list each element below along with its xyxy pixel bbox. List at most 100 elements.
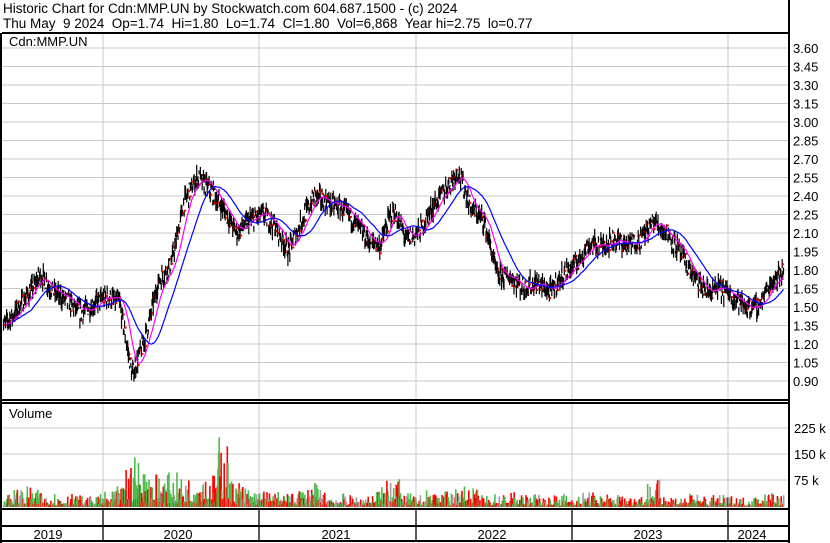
volume-bar — [464, 501, 467, 507]
grid — [2, 33, 789, 509]
volume-bar — [166, 475, 169, 507]
close-mark — [450, 189, 453, 192]
close-mark — [353, 224, 356, 227]
volume-bar — [302, 498, 305, 507]
volume-bar — [104, 491, 106, 507]
moving-averages — [5, 176, 784, 364]
close-mark — [305, 219, 308, 222]
volume-bar — [695, 500, 697, 507]
volume-bar — [315, 484, 318, 507]
volume-bar — [577, 496, 580, 507]
volume-bar — [176, 472, 178, 507]
volume-bar — [482, 498, 485, 507]
volume-bar — [522, 497, 524, 507]
volume-bar — [209, 486, 211, 507]
chart-frame — [0, 0, 790, 543]
volume-bar — [740, 504, 743, 507]
close-mark — [169, 257, 172, 260]
x-tick-label: 2022 — [478, 527, 507, 542]
y-tick-label: 2.40 — [793, 189, 818, 204]
y-tick-label: 0.90 — [793, 374, 818, 389]
volume-bar — [571, 500, 573, 507]
volume-bar — [47, 503, 50, 507]
volume-bar — [8, 494, 11, 507]
close-mark — [191, 180, 194, 183]
volume-bar — [638, 499, 641, 507]
volume-bar — [75, 500, 78, 507]
volume-bar — [674, 498, 677, 507]
volume-bar — [553, 495, 556, 507]
volume-bar — [297, 494, 299, 507]
volume-bar — [161, 495, 163, 507]
volume-bar — [122, 488, 125, 507]
y-tick-label: 1.35 — [793, 319, 818, 334]
volume-bar — [258, 493, 261, 507]
close-mark — [743, 307, 746, 310]
close-mark — [320, 189, 323, 192]
close-mark — [612, 231, 615, 234]
close-mark — [681, 256, 684, 259]
volume-bar — [663, 497, 665, 507]
volume-bar — [134, 481, 137, 507]
volume-bar — [35, 492, 38, 507]
volume-bar — [14, 495, 16, 507]
volume-bar — [83, 502, 86, 507]
volume-bar — [718, 495, 721, 507]
volume-bar — [240, 491, 242, 507]
volume-bar — [91, 501, 94, 507]
volume-bar — [597, 503, 600, 507]
volume-bar — [725, 496, 728, 507]
volume-bar — [519, 499, 521, 507]
volume-bar — [646, 483, 649, 507]
close-mark — [469, 202, 472, 204]
close-mark — [653, 227, 656, 230]
close-mark — [782, 263, 785, 266]
volume-bar — [102, 499, 105, 507]
volume-bar — [376, 491, 378, 507]
volume-bar — [640, 497, 643, 507]
volume-bar — [237, 493, 239, 507]
volume-bar — [766, 500, 768, 507]
close-mark — [387, 230, 390, 233]
volume-bar — [20, 490, 22, 507]
y-tick-label: 2.10 — [793, 226, 818, 241]
volume-bar — [754, 498, 757, 507]
volume-bar — [436, 497, 438, 507]
close-mark — [502, 270, 505, 273]
close-mark — [161, 270, 164, 273]
close-mark — [299, 230, 302, 232]
close-mark — [283, 238, 285, 241]
volume-bar — [635, 501, 637, 507]
close-mark — [610, 240, 613, 243]
close-mark — [145, 345, 148, 348]
volume-bar — [270, 501, 272, 507]
close-mark — [22, 294, 25, 297]
volume-bar — [587, 497, 589, 507]
close-mark — [225, 216, 228, 219]
volume-bar — [211, 499, 213, 507]
close-mark — [746, 308, 749, 311]
y-tick-label: 3.45 — [793, 60, 818, 75]
close-mark — [722, 291, 725, 294]
volume-bar — [180, 479, 183, 507]
close-mark — [720, 279, 723, 282]
volume-bar — [511, 498, 514, 507]
chart-title: Historic Chart for Cdn:MMP.UN by Stockwa… — [3, 1, 458, 16]
close-mark — [350, 215, 352, 218]
volume-bar — [659, 497, 661, 507]
volume-bar — [556, 501, 558, 507]
close-mark — [44, 277, 47, 280]
volume-bar — [463, 486, 466, 507]
volume-bar — [11, 501, 13, 507]
volume-bar — [565, 495, 568, 507]
volume-bar — [685, 502, 687, 507]
volume-bar — [381, 487, 383, 507]
y-tick-label: 2.55 — [793, 171, 818, 186]
volume-bar — [280, 499, 283, 507]
volume-bar — [65, 503, 67, 507]
close-mark — [376, 248, 379, 251]
volume-bar — [355, 497, 358, 507]
close-mark — [428, 221, 431, 224]
volume-bar — [345, 501, 348, 507]
quote-summary: Thu May 9 2024 Op=1.74 Hi=1.80 Lo=1.74 C… — [3, 16, 533, 31]
